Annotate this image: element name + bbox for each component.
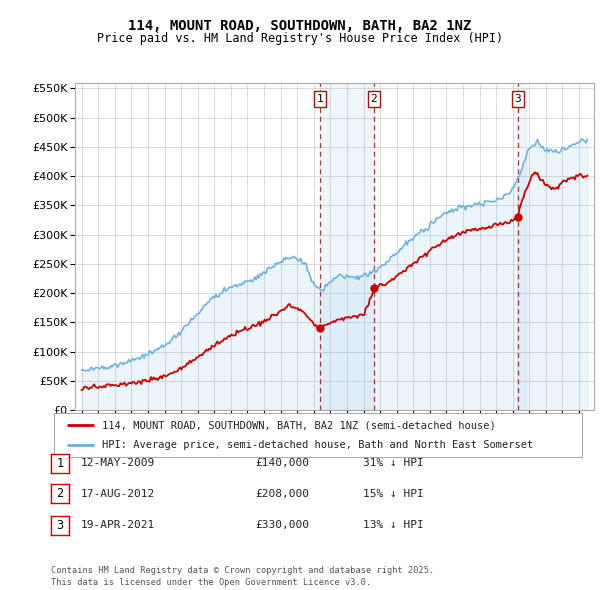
Text: 2: 2	[56, 487, 64, 500]
Text: 114, MOUNT ROAD, SOUTHDOWN, BATH, BA2 1NZ (semi-detached house): 114, MOUNT ROAD, SOUTHDOWN, BATH, BA2 1N…	[101, 421, 495, 430]
Text: 3: 3	[514, 94, 521, 104]
Text: Contains HM Land Registry data © Crown copyright and database right 2025.
This d: Contains HM Land Registry data © Crown c…	[51, 566, 434, 587]
Text: 13% ↓ HPI: 13% ↓ HPI	[363, 520, 424, 530]
Text: £140,000: £140,000	[255, 458, 309, 468]
Text: 31% ↓ HPI: 31% ↓ HPI	[363, 458, 424, 468]
Text: 15% ↓ HPI: 15% ↓ HPI	[363, 489, 424, 499]
Text: 2: 2	[371, 94, 377, 104]
Text: £330,000: £330,000	[255, 520, 309, 530]
Bar	[517, 83, 526, 410]
Text: Price paid vs. HM Land Registry's House Price Index (HPI): Price paid vs. HM Land Registry's House …	[97, 32, 503, 45]
Text: 3: 3	[56, 519, 64, 532]
Text: 19-APR-2021: 19-APR-2021	[81, 520, 155, 530]
Text: 114, MOUNT ROAD, SOUTHDOWN, BATH, BA2 1NZ: 114, MOUNT ROAD, SOUTHDOWN, BATH, BA2 1N…	[128, 19, 472, 33]
Text: HPI: Average price, semi-detached house, Bath and North East Somerset: HPI: Average price, semi-detached house,…	[101, 440, 533, 450]
Text: £208,000: £208,000	[255, 489, 309, 499]
Bar	[320, 83, 374, 410]
Text: 1: 1	[316, 94, 323, 104]
Text: 1: 1	[56, 457, 64, 470]
Text: 12-MAY-2009: 12-MAY-2009	[81, 458, 155, 468]
Text: 17-AUG-2012: 17-AUG-2012	[81, 489, 155, 499]
